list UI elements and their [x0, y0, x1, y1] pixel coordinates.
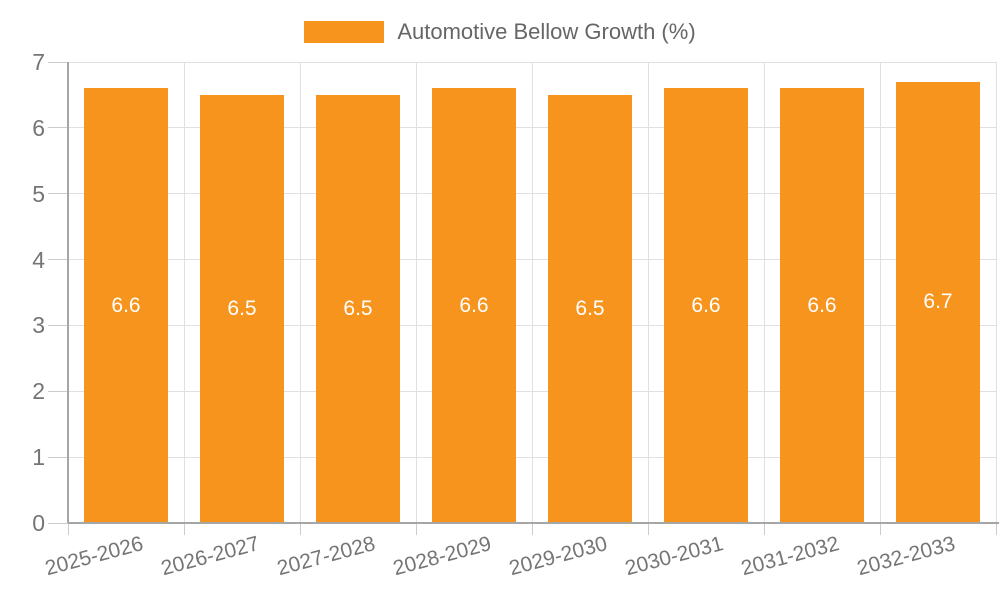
bar[interactable] — [316, 94, 400, 523]
y-axis-tick — [48, 61, 68, 63]
x-axis-tick — [299, 523, 301, 535]
y-axis-tick-label: 2 — [32, 378, 45, 405]
bar-value-label: 6.5 — [343, 296, 373, 320]
y-axis-line — [67, 62, 69, 523]
bar[interactable] — [548, 94, 632, 523]
y-axis-tick-label: 0 — [32, 510, 45, 536]
y-axis-tick-label: 4 — [32, 246, 45, 273]
y-axis-tick — [48, 456, 68, 458]
bar-value-label: 6.5 — [227, 296, 257, 320]
bar-value-label: 6.6 — [111, 293, 141, 317]
y-axis-tick-label: 3 — [32, 312, 45, 339]
bar[interactable] — [664, 88, 748, 523]
y-axis-tick — [48, 522, 68, 524]
bar[interactable] — [432, 88, 516, 523]
y-axis-tick — [48, 193, 68, 195]
bar-value-label: 6.6 — [459, 293, 489, 317]
legend-series-label: Automotive Bellow Growth (%) — [397, 19, 696, 44]
gridline-vertical — [647, 62, 649, 523]
bar-value-label: 6.6 — [807, 293, 837, 317]
y-axis-tick-label: 7 — [32, 49, 45, 75]
x-axis-tick — [647, 523, 649, 535]
x-axis-tick — [531, 523, 533, 535]
x-axis-tick — [415, 523, 417, 535]
y-axis-tick — [48, 259, 68, 261]
x-axis-tick — [995, 523, 997, 535]
gridline-vertical — [415, 62, 417, 523]
bar[interactable] — [84, 88, 168, 523]
bar-value-label: 6.7 — [923, 290, 953, 314]
gridline-vertical — [879, 62, 881, 523]
x-axis-tick — [67, 523, 69, 535]
x-axis-line — [68, 522, 999, 524]
chart-legend[interactable]: Automotive Bellow Growth (%) — [0, 19, 1000, 45]
gridline-vertical — [183, 62, 185, 523]
gridline-vertical — [531, 62, 533, 523]
bar-value-label: 6.5 — [575, 296, 605, 320]
y-axis-tick — [48, 324, 68, 326]
y-axis-tick-label: 1 — [32, 444, 45, 471]
y-axis-tick-label: 5 — [32, 180, 45, 207]
gridline-vertical — [763, 62, 765, 523]
bar[interactable] — [780, 88, 864, 523]
x-axis-tick — [183, 523, 185, 535]
x-axis-tick — [879, 523, 881, 535]
x-axis-tick — [763, 523, 765, 535]
bar-value-label: 6.6 — [691, 293, 721, 317]
y-axis-tick — [48, 390, 68, 392]
bar[interactable] — [896, 81, 980, 523]
legend-swatch-icon — [304, 21, 385, 43]
y-axis-tick-label: 6 — [32, 114, 45, 141]
y-axis-tick — [48, 127, 68, 129]
gridline-vertical — [995, 62, 997, 523]
bar[interactable] — [200, 94, 284, 523]
gridline-vertical — [299, 62, 301, 523]
